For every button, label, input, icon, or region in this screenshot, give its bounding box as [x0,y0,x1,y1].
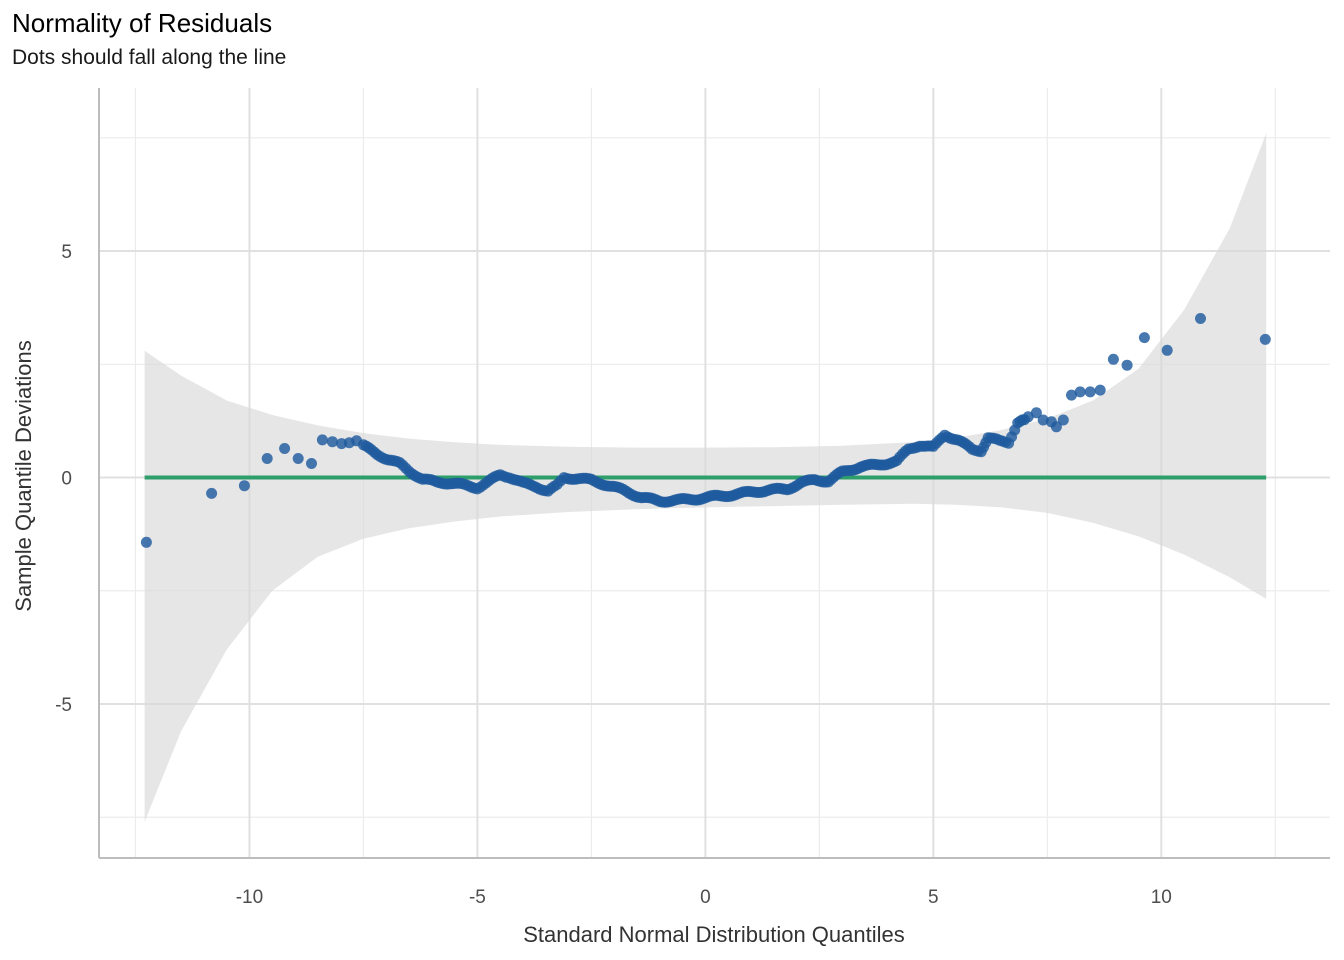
x-tick-label: 10 [1151,887,1172,908]
data-point [1195,313,1206,324]
x-axis-title: Standard Normal Distribution Quantiles [523,922,905,947]
data-point [292,453,304,464]
data-point [1037,414,1049,426]
data-point [1057,414,1069,426]
data-point [1084,386,1096,398]
x-tick-label: 0 [700,887,711,908]
data-point [261,453,273,464]
x-tick-label: -10 [236,887,263,908]
data-point [206,487,218,499]
data-point [1066,389,1077,401]
data-point [1107,353,1119,365]
data-point [1019,414,1030,426]
data-point [316,434,328,446]
data-point [1161,344,1173,356]
axes: -10 -5 0 5 10 -5 0 5 [55,88,1330,908]
y-tick-label: 0 [61,469,72,490]
data-points-layer [140,313,1271,548]
data-point [279,443,291,454]
data-point [238,480,250,492]
y-tick-label: -5 [55,695,72,716]
data-point [140,536,152,548]
y-axis-title: Sample Quantile Deviations [11,340,36,611]
data-point [1050,421,1062,433]
x-tick-label: 5 [928,887,939,908]
data-point [1138,332,1150,344]
data-point [1030,407,1042,419]
data-point [1074,386,1086,398]
data-point [1094,384,1106,396]
chart-title: Normality of Residuals [12,8,273,38]
data-point [326,436,338,448]
data-point [1259,333,1271,345]
chart-subtitle: Dots should fall along the line [12,46,287,69]
x-tick-label: -5 [469,887,486,908]
data-point [1121,359,1133,371]
data-point [306,458,317,469]
y-tick-label: 5 [61,242,72,263]
